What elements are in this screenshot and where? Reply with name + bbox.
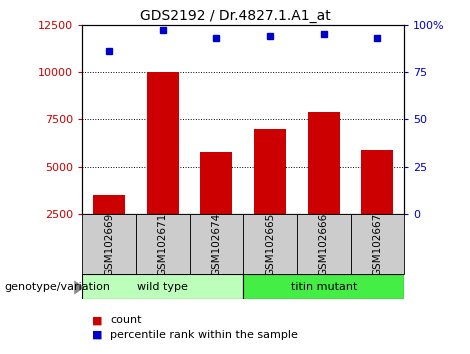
Text: GSM102674: GSM102674 — [212, 213, 221, 276]
Bar — [82, 214, 136, 274]
Bar — [189, 214, 243, 274]
Bar — [254, 129, 286, 262]
Text: GSM102665: GSM102665 — [265, 213, 275, 276]
Bar — [308, 112, 340, 262]
Text: ■: ■ — [92, 315, 102, 325]
Text: GSM102666: GSM102666 — [319, 213, 329, 276]
Text: wild type: wild type — [137, 282, 188, 292]
Bar — [136, 214, 189, 274]
Text: genotype/variation: genotype/variation — [5, 282, 111, 292]
Text: GSM102669: GSM102669 — [104, 213, 114, 276]
Text: GSM102667: GSM102667 — [372, 213, 383, 276]
Polygon shape — [74, 280, 85, 295]
Bar — [147, 72, 179, 262]
Bar — [200, 152, 233, 262]
Text: GDS2192 / Dr.4827.1.A1_at: GDS2192 / Dr.4827.1.A1_at — [140, 9, 330, 23]
Text: titin mutant: titin mutant — [290, 282, 357, 292]
Bar — [243, 214, 297, 274]
Text: percentile rank within the sample: percentile rank within the sample — [110, 330, 298, 339]
Bar — [243, 274, 404, 299]
Bar — [297, 214, 351, 274]
Text: ■: ■ — [92, 330, 102, 339]
Text: count: count — [110, 315, 142, 325]
Bar — [82, 274, 243, 299]
Bar — [361, 150, 393, 262]
Bar — [93, 195, 125, 262]
Text: GSM102671: GSM102671 — [158, 213, 168, 276]
Bar — [351, 214, 404, 274]
